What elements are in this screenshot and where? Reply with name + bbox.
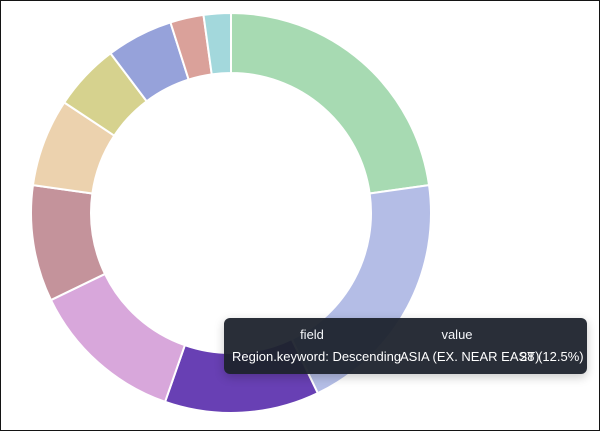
tooltip-value-label: ASIA (EX. NEAR EAST): [400, 349, 540, 364]
tooltip-header-field: field: [300, 327, 324, 342]
donut-segment-slice-1[interactable]: [230, 12, 431, 195]
donut-segment-slice-10[interactable]: [202, 11, 232, 76]
tooltip-header-row: field value: [232, 324, 579, 346]
tooltip-field-value: Region.keyword: Descending: [232, 349, 402, 364]
donut-segment-slice-4[interactable]: [49, 272, 186, 403]
tooltip-header-value: value: [441, 327, 473, 342]
tooltip-data-row: Region.keyword: Descending ASIA (EX. NEA…: [232, 346, 584, 368]
tooltip-value-number: 28 (12.5%): [520, 349, 584, 364]
chart-tooltip: field value Region.keyword: Descending A…: [224, 318, 587, 374]
